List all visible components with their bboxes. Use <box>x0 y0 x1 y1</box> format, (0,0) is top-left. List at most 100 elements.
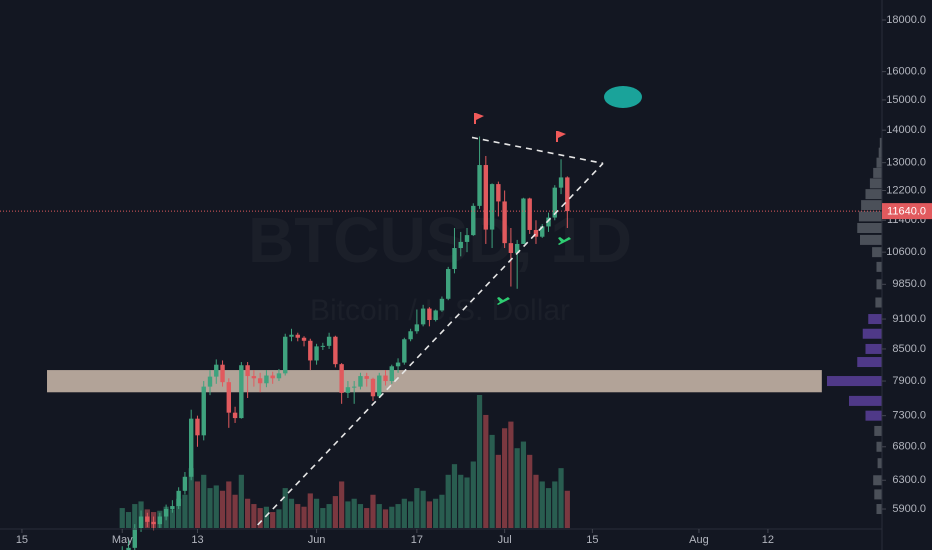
candle-body <box>533 229 539 237</box>
volume-bar <box>389 506 395 528</box>
volume-bar <box>201 474 207 528</box>
profile-bar <box>858 211 882 222</box>
candle-body <box>389 366 394 382</box>
volume-bar <box>508 421 514 528</box>
x-tick-label: 13 <box>191 534 203 546</box>
volume-bar <box>376 504 382 528</box>
volume-bar <box>495 454 501 528</box>
candle-body <box>195 418 200 436</box>
volume-bar <box>451 464 458 528</box>
volume-bar <box>213 485 219 528</box>
volume-bar <box>545 488 552 528</box>
volume-bar <box>433 498 439 528</box>
volume-bar <box>483 414 489 528</box>
ellipse-drawing <box>604 86 642 108</box>
candle-body <box>452 248 457 270</box>
profile-bar <box>876 441 882 452</box>
volume-bar <box>401 498 407 528</box>
volume-bar <box>182 494 188 528</box>
volume-bar <box>301 506 307 528</box>
volume-bar <box>407 501 414 528</box>
profile-bar <box>865 189 882 200</box>
volume-bar <box>439 494 445 528</box>
volume-bar <box>188 468 194 528</box>
candle-body <box>301 337 307 341</box>
y-tick-label: 8500.0 <box>892 343 926 355</box>
candle-body <box>471 205 476 236</box>
y-tick-label: 6800.0 <box>892 441 926 453</box>
profile-bar <box>868 314 882 325</box>
volume-bar <box>426 501 433 528</box>
candle-body <box>295 334 300 338</box>
profile-bar <box>875 297 882 308</box>
candle-body <box>540 226 545 237</box>
candle-body <box>370 378 376 397</box>
volume-bar <box>119 508 125 528</box>
profile-bar <box>872 247 882 258</box>
candle-body <box>320 345 326 347</box>
candle-body <box>145 516 150 522</box>
profile-bar <box>879 137 882 148</box>
plane-icon <box>497 297 510 305</box>
volume-bar <box>357 504 364 528</box>
candle-body <box>270 375 275 379</box>
x-tick-label: Jul <box>498 534 512 546</box>
trendline <box>471 136 604 165</box>
volume-bar <box>194 481 201 528</box>
volume-bar <box>364 508 370 528</box>
candle-body <box>446 269 451 299</box>
candle-body <box>151 521 156 525</box>
y-tick-label: 7900.0 <box>892 375 926 387</box>
candle-body <box>489 184 495 230</box>
volume-bar <box>564 490 570 528</box>
last-price-label: 11640.0 <box>887 206 926 218</box>
candle-body <box>220 364 225 383</box>
volume-bar <box>520 441 527 528</box>
candle-body <box>546 217 551 227</box>
candle-body <box>226 382 232 413</box>
candle-body <box>276 373 282 379</box>
candle-body <box>239 365 244 419</box>
candle-body <box>170 506 175 510</box>
volume-bar <box>169 509 175 528</box>
profile-bar <box>869 178 882 189</box>
last-price-box <box>882 203 932 220</box>
y-tick-label: 6300.0 <box>892 474 926 486</box>
volume-bar <box>470 461 476 528</box>
candle-body <box>333 336 338 365</box>
y-tick-label: 9850.0 <box>892 278 926 290</box>
volume-bar <box>345 501 351 528</box>
profile-bar <box>873 167 882 178</box>
volume-bar <box>251 504 257 528</box>
volume-bar <box>489 434 495 528</box>
volume-bar <box>332 496 338 528</box>
x-tick-label: Jun <box>308 534 326 546</box>
candle-body <box>176 490 181 507</box>
profile-bar <box>827 376 882 387</box>
x-tick-label: 17 <box>411 534 423 546</box>
candle-body <box>508 243 514 253</box>
profile-bar <box>862 328 882 339</box>
candle-body <box>132 528 137 548</box>
candle-body <box>358 376 363 387</box>
x-tick-label: May <box>112 534 133 546</box>
volume-bar <box>382 509 389 528</box>
candle-body <box>477 165 482 206</box>
candle-body <box>214 364 219 377</box>
profile-bar <box>876 504 882 515</box>
volume-bar <box>420 490 426 528</box>
volume-bar <box>539 481 545 528</box>
candle-body <box>364 376 369 379</box>
candle-body <box>157 516 163 525</box>
volume-bar <box>176 498 182 528</box>
volume-bar <box>339 481 345 528</box>
volume-bar <box>558 468 564 528</box>
y-tick-label: 7300.0 <box>892 410 926 422</box>
flag-icon <box>474 113 484 124</box>
x-tick-label: 12 <box>762 534 774 546</box>
volume-bar <box>132 504 138 528</box>
candle-body <box>245 365 250 377</box>
volume-bar <box>320 508 326 528</box>
volume-bar <box>351 498 357 528</box>
